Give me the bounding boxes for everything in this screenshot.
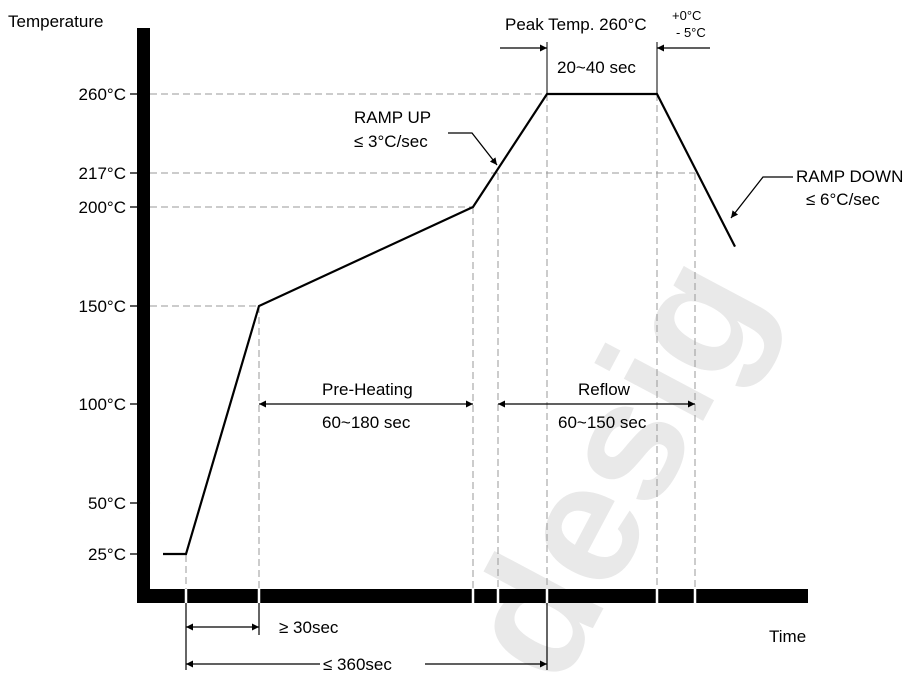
peak-tol-plus: +0°C xyxy=(672,8,701,23)
y-tick-label-217: 217°C xyxy=(79,164,126,183)
y-tick-label-25: 25°C xyxy=(88,545,126,564)
peak-temp-label: Peak Temp. 260°C xyxy=(505,15,647,34)
y-axis-title: Temperature xyxy=(8,12,103,31)
ramp-down-leader xyxy=(730,176,793,219)
profile-line xyxy=(163,92,736,556)
series-group xyxy=(163,92,736,556)
y-tick-labels: 25°C 50°C 100°C 150°C 200°C 217°C 260°C xyxy=(79,85,137,564)
y-tick-label-150: 150°C xyxy=(79,297,126,316)
peak-time-label: 20~40 sec xyxy=(557,58,636,77)
peak-tol-minus: - 5°C xyxy=(676,25,706,40)
y-tick-label-50: 50°C xyxy=(88,494,126,513)
ramp-up-leader xyxy=(448,132,498,166)
ramp-up-label: RAMP UP xyxy=(354,108,431,127)
y-tick-label-200: 200°C xyxy=(79,198,126,217)
y-axis xyxy=(137,28,150,601)
y-tick-label-100: 100°C xyxy=(79,395,126,414)
min-time-label: ≥ 30sec xyxy=(279,618,339,637)
y-tick-label-260: 260°C xyxy=(79,85,126,104)
ramp-down-rate: ≤ 6°C/sec xyxy=(806,190,880,209)
preheat-time-label: 60~180 sec xyxy=(322,413,411,432)
ramp-up-rate: ≤ 3°C/sec xyxy=(354,132,428,151)
gridlines xyxy=(150,93,697,670)
reflow-time-label: 60~150 sec xyxy=(558,413,647,432)
x-axis-title: Time xyxy=(769,627,806,646)
watermark-text: desig xyxy=(425,226,801,675)
max-time-label: ≤ 360sec xyxy=(323,655,392,674)
ramp-down-label: RAMP DOWN xyxy=(796,167,903,186)
preheat-label: Pre-Heating xyxy=(322,380,413,399)
reflow-label: Reflow xyxy=(578,380,631,399)
